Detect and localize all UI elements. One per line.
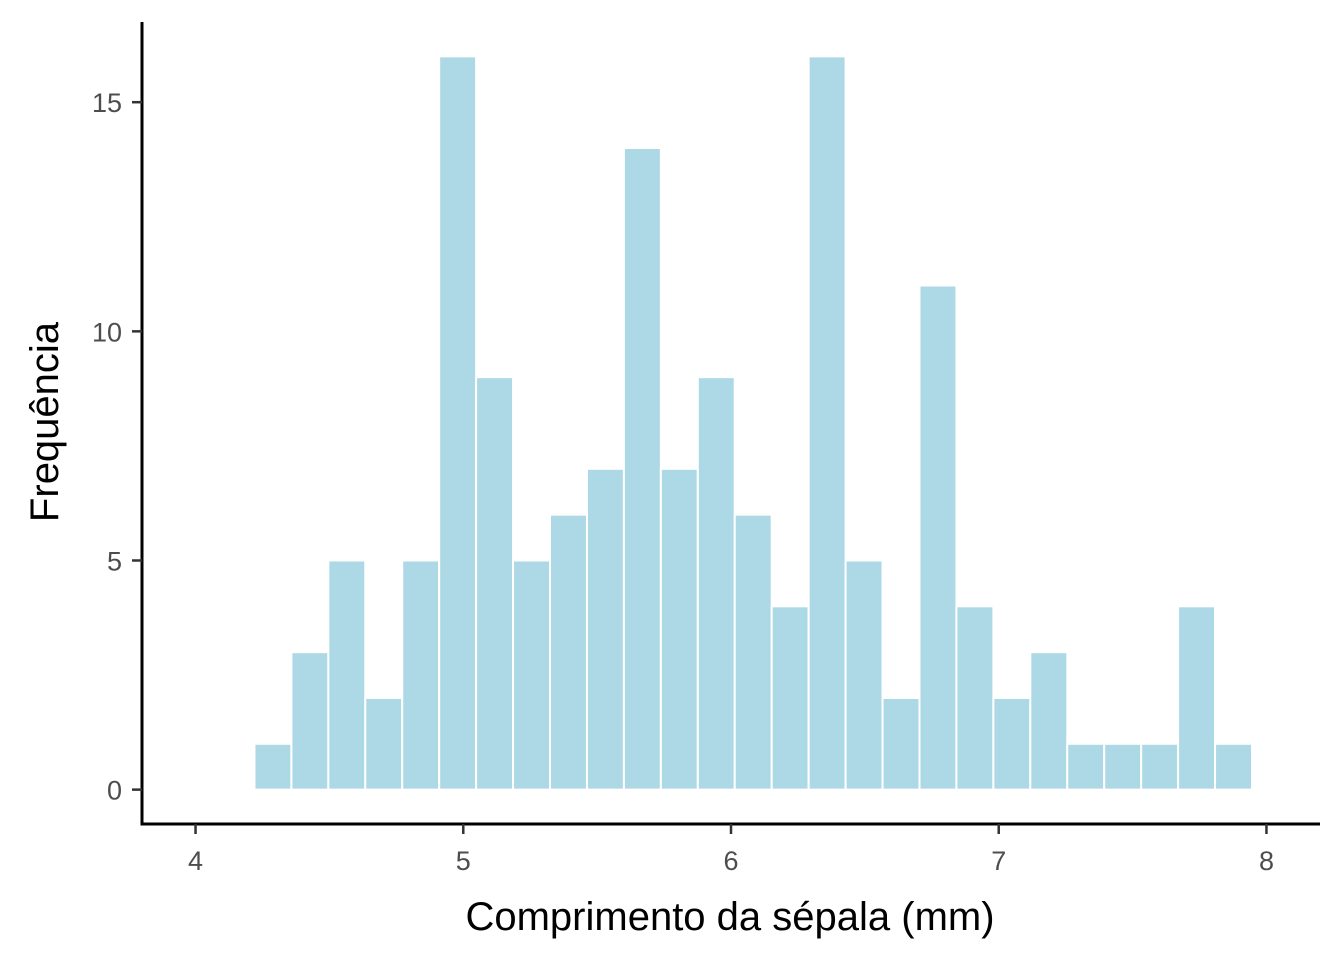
y-tick-label: 0 <box>107 776 122 806</box>
y-tick-label: 5 <box>107 546 122 576</box>
histogram-bar <box>327 559 367 791</box>
histogram-bar <box>512 559 552 791</box>
histogram-bar <box>585 467 625 791</box>
histogram-bar <box>475 376 515 791</box>
histogram-bar <box>992 696 1032 791</box>
x-axis-title: Comprimento da sépala (mm) <box>465 895 994 939</box>
histogram-bar <box>1029 651 1069 791</box>
histogram-bar <box>1066 742 1106 791</box>
histogram-bar <box>881 696 921 791</box>
histogram-bar <box>696 376 736 791</box>
histogram-bar <box>549 513 588 791</box>
histogram-bar <box>770 605 810 791</box>
histogram-bar <box>1177 605 1217 791</box>
histogram-bar <box>253 742 293 791</box>
y-axis-ticks: 0 5 10 15 <box>92 88 142 806</box>
histogram-bar <box>1103 742 1143 791</box>
x-tick-label: 4 <box>188 846 203 876</box>
x-axis-ticks: 4 5 6 7 8 <box>188 824 1274 876</box>
histogram-bar <box>364 696 404 791</box>
y-axis-title: Frequência <box>23 321 67 522</box>
histogram-bar <box>290 651 330 791</box>
x-tick-label: 8 <box>1259 846 1274 876</box>
histogram-bar <box>955 605 995 791</box>
x-tick-label: 6 <box>723 846 738 876</box>
histogram-bar <box>918 284 958 791</box>
x-tick-label: 7 <box>991 846 1006 876</box>
histogram-bar <box>807 55 847 791</box>
histogram-bar <box>659 467 699 791</box>
histogram-bar <box>1214 742 1253 791</box>
bars-layer <box>253 55 1253 791</box>
y-tick-label: 15 <box>92 88 122 118</box>
y-tick-label: 10 <box>92 317 122 347</box>
histogram-bar <box>438 55 478 791</box>
histogram-bar <box>1140 742 1180 791</box>
histogram-bar <box>733 513 773 791</box>
x-tick-label: 5 <box>456 846 471 876</box>
histogram-bar <box>844 559 884 791</box>
histogram-bar <box>401 559 441 791</box>
histogram-bar <box>622 147 662 791</box>
